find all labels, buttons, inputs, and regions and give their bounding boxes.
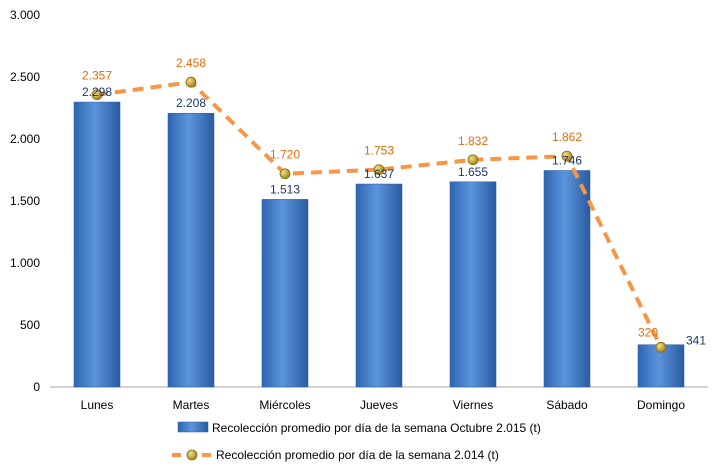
x-tick-label: Jueves: [360, 398, 398, 412]
bar-value-label: 2.208: [176, 96, 206, 110]
y-axis: 0 500 1.000 1.500 2.000 2.500 3.000: [10, 8, 40, 394]
legend-line-marker: [186, 449, 198, 461]
line-marker: [185, 76, 197, 88]
line-value-label: 1.720: [270, 148, 300, 162]
x-tick-label: Lunes: [81, 398, 114, 412]
line-marker: [561, 150, 573, 162]
bar-value-label: 1.655: [458, 165, 488, 179]
y-tick-label: 2.000: [10, 132, 40, 146]
legend: Recolección promedio por día de la seman…: [172, 421, 541, 462]
bar: [167, 112, 215, 388]
y-tick-label: 500: [20, 318, 40, 332]
x-tick-label: Martes: [173, 398, 210, 412]
line-value-label: 1.832: [458, 134, 488, 148]
bar-series: [73, 101, 685, 388]
line-value-label: 1.862: [552, 130, 582, 144]
bar-value-label: 1.637: [364, 167, 394, 181]
bar: [261, 199, 309, 388]
legend-line-label: Recolección promedio por día de la seman…: [216, 448, 499, 462]
line-value-label: 2.458: [176, 56, 206, 70]
line-marker: [467, 154, 479, 166]
bar-value-label: 2.298: [82, 85, 112, 99]
line-marker: [655, 341, 667, 353]
y-tick-label: 2.500: [10, 70, 40, 84]
data-labels: 2.298 2.208 1.513 1.637 1.655 1.746 341 2.357 2.…: [82, 56, 706, 348]
line-marker: [91, 89, 103, 101]
x-tick-label: Viernes: [453, 398, 493, 412]
x-tick-label: Miércoles: [259, 398, 310, 412]
legend-bar-swatch: [177, 421, 209, 433]
bar: [543, 170, 591, 388]
line-value-label: 1.753: [364, 144, 394, 158]
y-tick-label: 1.000: [10, 256, 40, 270]
legend-bar-label: Recolección promedio por día de la seman…: [212, 421, 541, 435]
y-tick-label: 1.500: [10, 194, 40, 208]
line-value-label: 320: [638, 325, 658, 339]
line-marker: [373, 164, 385, 176]
x-tick-label: Sábado: [546, 398, 588, 412]
line-series: [91, 76, 667, 353]
bar-value-label: 1.746: [552, 153, 582, 167]
bar-value-label: 341: [686, 334, 706, 348]
y-tick-label: 3.000: [10, 8, 40, 22]
bar-value-label: 1.513: [270, 182, 300, 196]
bar: [73, 101, 121, 388]
bar: [355, 183, 403, 388]
y-tick-label: 0: [33, 380, 40, 394]
x-tick-label: Domingo: [637, 398, 685, 412]
bar: [449, 181, 497, 388]
x-axis: Lunes Martes Miércoles Jueves Viernes Sábado D…: [50, 386, 708, 412]
line-value-label: 2.357: [82, 69, 112, 83]
line-marker: [279, 168, 291, 180]
